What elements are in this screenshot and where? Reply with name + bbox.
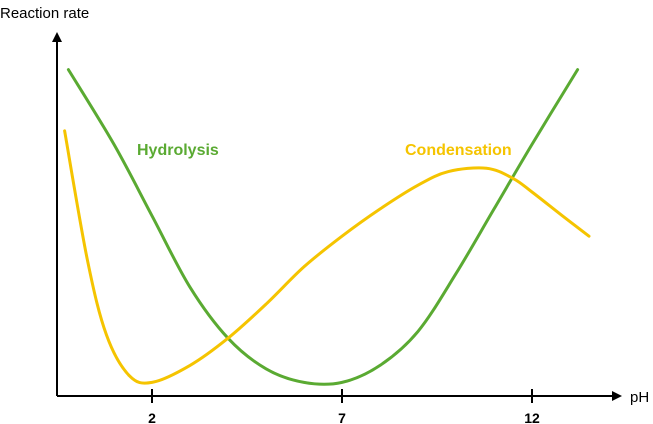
x-tick-label: 12 [524,410,540,424]
series-label-condensation: Condensation [405,142,512,159]
x-axis-title: pH [630,389,649,406]
series-label-hydrolysis: Hydrolysis [137,142,219,159]
series-line-hydrolysis [66,68,580,386]
x-ticks: 2 7 12 [148,389,540,424]
x-tick-label: 2 [148,410,156,424]
series-lines [63,68,591,386]
y-axis-title: Reaction rate [0,5,89,22]
x-tick-label: 7 [338,410,346,424]
series-line-condensation [63,129,591,385]
